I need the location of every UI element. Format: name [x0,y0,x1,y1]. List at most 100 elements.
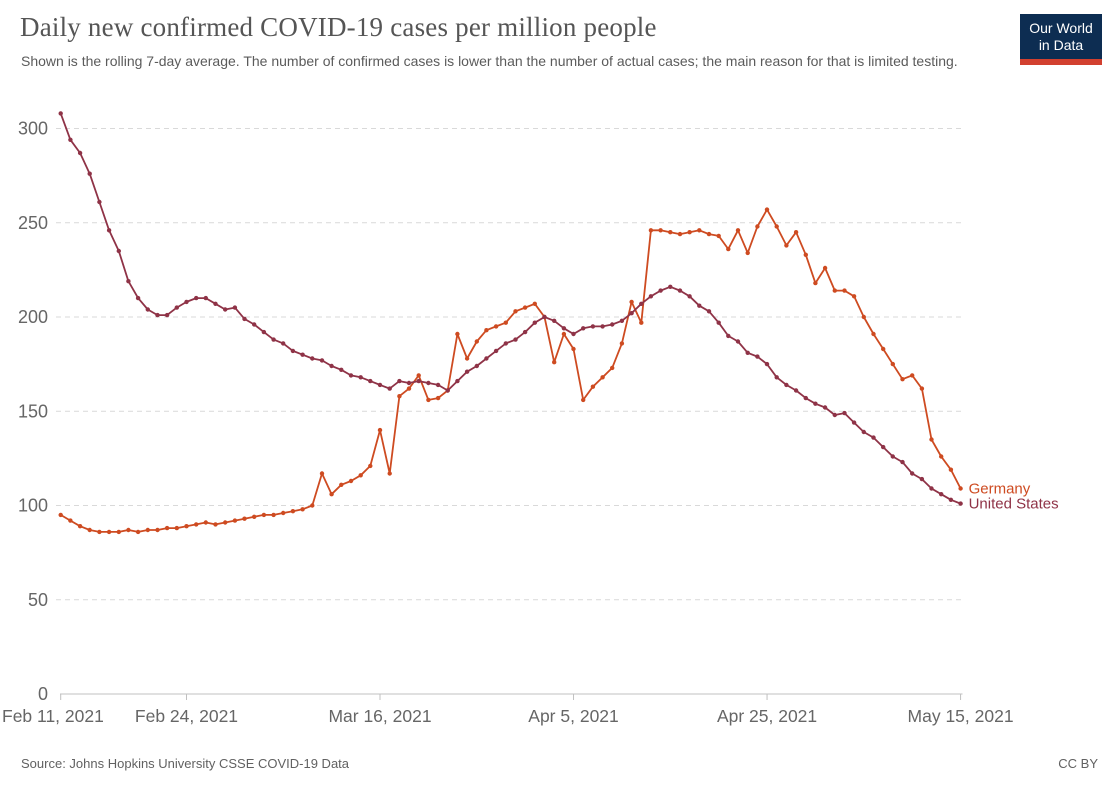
data-point [522,329,528,335]
data-point [890,361,895,367]
data-point [716,320,721,325]
line-chart: 0 50 100 150 200 250 300 Feb 11, 2021 Feb 24, 20… [2,111,1059,726]
data-point [851,294,857,299]
data-point [697,228,702,233]
data-point [948,497,954,502]
data-point [764,207,770,212]
data-point [435,395,441,401]
data-point [106,228,112,233]
data-point [416,378,421,384]
data-point [668,230,673,235]
data-point [532,301,537,306]
data-point [755,224,760,229]
data-point [319,471,325,476]
data-point [387,471,392,476]
data-point [252,514,257,519]
data-point [503,341,508,346]
data-point [542,314,547,320]
data-point [639,301,644,306]
data-point [97,529,102,535]
data-point [116,248,122,254]
data-point [881,444,886,450]
data-point [358,473,363,478]
data-point [571,346,576,352]
y-axis-tick-label: 300 [18,119,48,139]
data-point [126,527,131,533]
data-point [910,471,915,476]
data-point [522,305,528,310]
data-point [668,284,673,289]
data-point [426,380,431,386]
data-point [339,482,344,487]
data-point [348,373,354,378]
series-line-germany [59,208,962,533]
data-point [784,382,789,388]
data-point [581,326,586,331]
data-point [939,492,944,497]
owid-logo-accent-bar [1020,59,1102,65]
data-point [706,309,712,314]
data-point [939,454,944,459]
data-point [784,243,789,248]
data-point [832,288,837,293]
data-point [639,320,644,325]
data-point [764,361,770,367]
series-line-united-states [59,112,962,505]
owid-logo-line2: in Data [1038,37,1084,53]
data-point [958,486,963,491]
source-note: Source: Johns Hopkins University CSSE CO… [21,756,350,771]
data-point [387,386,392,391]
data-point [842,410,847,416]
data-point [261,329,267,335]
license-badge: CC BY [1058,756,1098,771]
data-point [948,467,954,472]
data-point [803,395,808,401]
data-point [213,522,218,527]
data-point [174,305,179,310]
data-point [793,388,799,393]
data-point [252,322,257,327]
data-point [493,348,499,354]
data-point [77,524,83,529]
data-point [300,507,305,512]
data-point [339,367,344,372]
owid-logo: Our World in Data [1020,14,1102,65]
data-point [610,365,615,371]
data-point [77,150,83,156]
x-axis-tick-label: Mar 16, 2021 [328,706,431,726]
data-point [223,520,228,525]
data-point [455,331,460,337]
data-point [319,358,325,363]
data-point [881,346,886,352]
data-point [68,137,73,142]
data-point [281,341,286,346]
data-point [513,309,518,314]
data-point [619,341,625,346]
data-point [958,501,963,506]
data-point [532,320,537,325]
data-point [397,378,402,384]
y-axis-tick-label: 200 [18,307,48,327]
y-axis-tick-label: 0 [38,684,48,704]
data-point [861,314,866,320]
data-point [155,312,160,318]
data-point [310,356,315,361]
data-point [648,294,654,299]
data-point [106,529,112,535]
x-axis-tick-label: Apr 25, 2021 [717,706,817,726]
data-point [464,356,470,361]
x-axis-tick-label: Feb 24, 2021 [135,706,238,726]
data-point [377,382,383,388]
data-point [929,437,934,442]
data-point [135,529,141,535]
data-point [184,299,189,305]
data-point [445,388,450,393]
owid-logo-line1: Our World [1029,20,1093,36]
data-point [358,375,363,380]
data-point [706,231,712,237]
data-point [223,307,228,312]
data-point [774,375,779,380]
data-point [484,328,489,333]
data-point [832,412,837,418]
data-point [368,378,373,384]
